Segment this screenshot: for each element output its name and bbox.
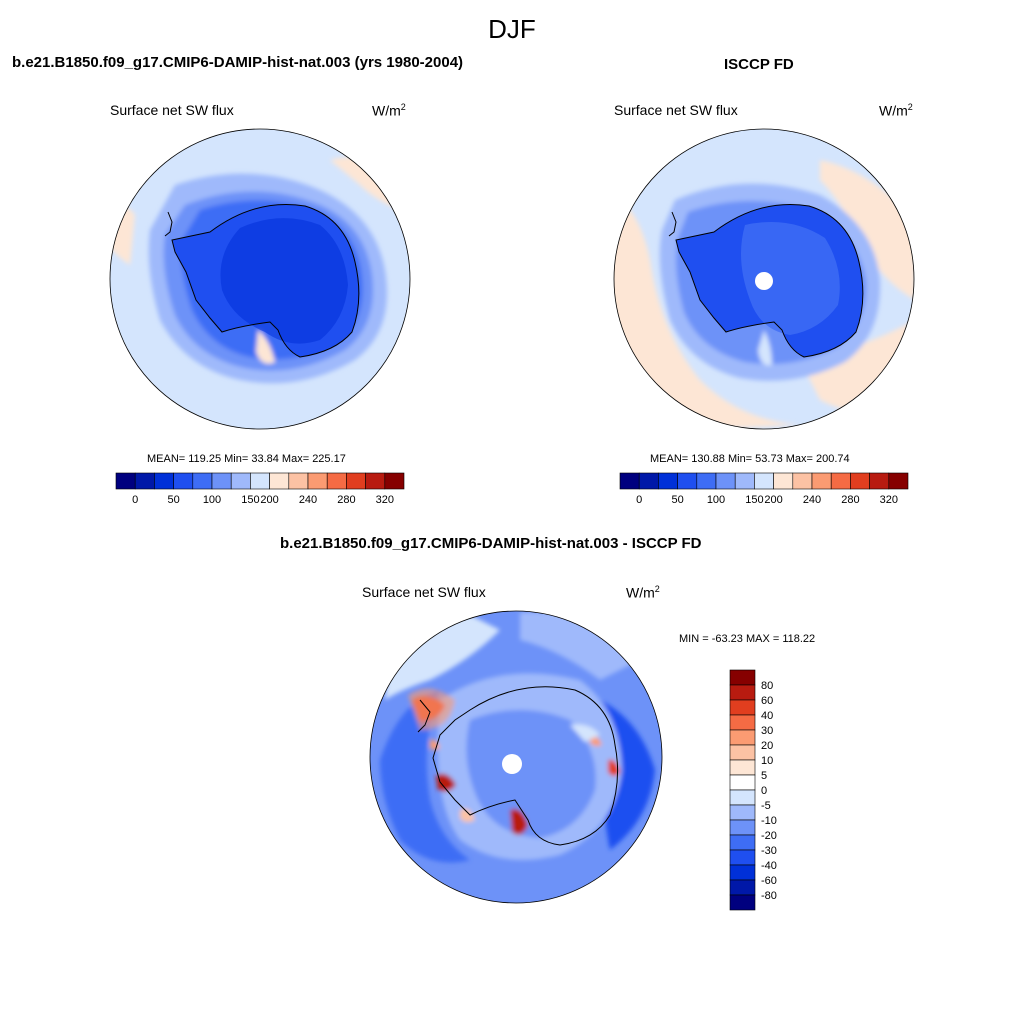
colorbar-tick-label: 100 (707, 494, 725, 506)
colorbar-swatch (729, 669, 756, 686)
colorbar-tick-label: 200 (764, 494, 782, 506)
colorbar-tick-label: 30 (761, 725, 773, 737)
colorbar-swatch (715, 472, 736, 490)
colorbar-swatch (154, 472, 174, 490)
colorbar-swatch (134, 472, 155, 490)
colorbar-swatch (754, 472, 774, 490)
colorbar-tick-label: 240 (299, 494, 317, 506)
colorbar-tick-label: 50 (167, 494, 179, 506)
colorbar-swatch (888, 472, 909, 490)
colorbar-tick-label: 0 (636, 494, 642, 506)
colorbar-swatch (811, 472, 832, 490)
colorbar-tick-label: 240 (803, 494, 821, 506)
colorbar-swatch (729, 714, 756, 731)
colorbar-swatch (696, 472, 717, 490)
diff-colorbar: 80 60 40 30 20 10 5 0 -5 -10 -20 -30 -40 -60 -80 (729, 669, 777, 911)
model-panel-title: b.e21.B1850.f09_g17.CMIP6-DAMIP-hist-nat… (12, 54, 464, 71)
obs-colorbar: 0 50 100 150 200 240 280 320 (619, 472, 909, 506)
colorbar-swatch (115, 472, 136, 490)
colorbar-swatch (677, 472, 698, 490)
colorbar-swatch (729, 879, 756, 896)
diff-panel-title: b.e21.B1850.f09_g17.CMIP6-DAMIP-hist-nat… (280, 535, 702, 552)
colorbar-swatch (173, 472, 194, 490)
colorbar-tick-label: 320 (376, 494, 394, 506)
obs-panel-title: ISCCP FD (724, 56, 794, 73)
colorbar-tick-label: -20 (761, 830, 777, 842)
obs-units-label: W/m2 (879, 102, 913, 119)
colorbar-tick-label: -80 (761, 890, 777, 902)
model-colorbar: 0 50 100 150 200 240 280 320 (115, 472, 405, 506)
model-polar-map (109, 128, 411, 430)
colorbar-swatch (288, 472, 309, 490)
colorbar-tick-label: 0 (132, 494, 138, 506)
colorbar-swatch (307, 472, 328, 490)
diff-variable-label: Surface net SW flux (362, 584, 486, 600)
model-stats-label: MEAN= 119.25 Min= 33.84 Max= 225.17 (147, 453, 346, 465)
model-units-label: W/m2 (372, 102, 406, 119)
colorbar-tick-label: 150 (241, 494, 259, 506)
colorbar-tick-label: -40 (761, 860, 777, 872)
colorbar-swatch (384, 472, 405, 490)
colorbar-swatch (792, 472, 813, 490)
colorbar-tick-label: -5 (761, 800, 771, 812)
colorbar-tick-label: 100 (203, 494, 221, 506)
colorbar-swatch (365, 472, 386, 490)
colorbar-swatch (192, 472, 213, 490)
colorbar-tick-label: 10 (761, 755, 773, 767)
colorbar-swatch (729, 744, 756, 761)
colorbar-swatch (638, 472, 659, 490)
colorbar-tick-label: 50 (671, 494, 683, 506)
colorbar-tick-label: 280 (337, 494, 355, 506)
colorbar-tick-label: 5 (761, 770, 767, 782)
colorbar-tick-label: 20 (761, 740, 773, 752)
colorbar-swatch (734, 472, 755, 490)
colorbar-tick-label: 280 (841, 494, 859, 506)
colorbar-swatch (729, 849, 756, 866)
colorbar-swatch (729, 759, 756, 776)
colorbar-swatch (619, 472, 640, 490)
colorbar-swatch (729, 894, 756, 911)
colorbar-swatch (230, 472, 251, 490)
colorbar-swatch (729, 789, 756, 806)
colorbar-tick-label: 0 (761, 785, 767, 797)
model-variable-label: Surface net SW flux (110, 102, 234, 118)
colorbar-tick-label: 80 (761, 680, 773, 692)
colorbar-swatch (269, 472, 290, 490)
diff-stats-label: MIN = -63.23 MAX = 118.22 (679, 633, 816, 645)
colorbar-swatch (658, 472, 678, 490)
colorbar-swatch (729, 834, 756, 851)
colorbar-swatch (326, 472, 347, 490)
colorbar-swatch (729, 699, 756, 716)
diff-polar-map (369, 610, 663, 904)
figure-title: DJF (488, 14, 536, 44)
colorbar-tick-label: 60 (761, 695, 773, 707)
colorbar-swatch (729, 774, 756, 791)
obs-stats-label: MEAN= 130.88 Min= 53.73 Max= 200.74 (650, 453, 850, 465)
colorbar-swatch (729, 864, 756, 881)
colorbar-tick-label: 40 (761, 710, 773, 722)
colorbar-tick-label: 200 (260, 494, 278, 506)
colorbar-swatch (211, 472, 232, 490)
colorbar-tick-label: 150 (745, 494, 763, 506)
diff-units-label: W/m2 (626, 584, 660, 601)
colorbar-swatch (729, 804, 756, 821)
colorbar-swatch (729, 729, 756, 746)
colorbar-swatch (850, 472, 870, 490)
colorbar-swatch (830, 472, 851, 490)
colorbar-tick-label: -60 (761, 875, 777, 887)
colorbar-swatch (729, 819, 756, 836)
obs-variable-label: Surface net SW flux (614, 102, 738, 118)
colorbar-swatch (773, 472, 794, 490)
colorbar-tick-label: 320 (880, 494, 898, 506)
colorbar-swatch (250, 472, 270, 490)
colorbar-tick-label: -10 (761, 815, 777, 827)
obs-polar-map (613, 128, 915, 430)
colorbar-swatch (346, 472, 366, 490)
colorbar-swatch (729, 684, 756, 701)
colorbar-swatch (869, 472, 890, 490)
colorbar-tick-label: -30 (761, 845, 777, 857)
